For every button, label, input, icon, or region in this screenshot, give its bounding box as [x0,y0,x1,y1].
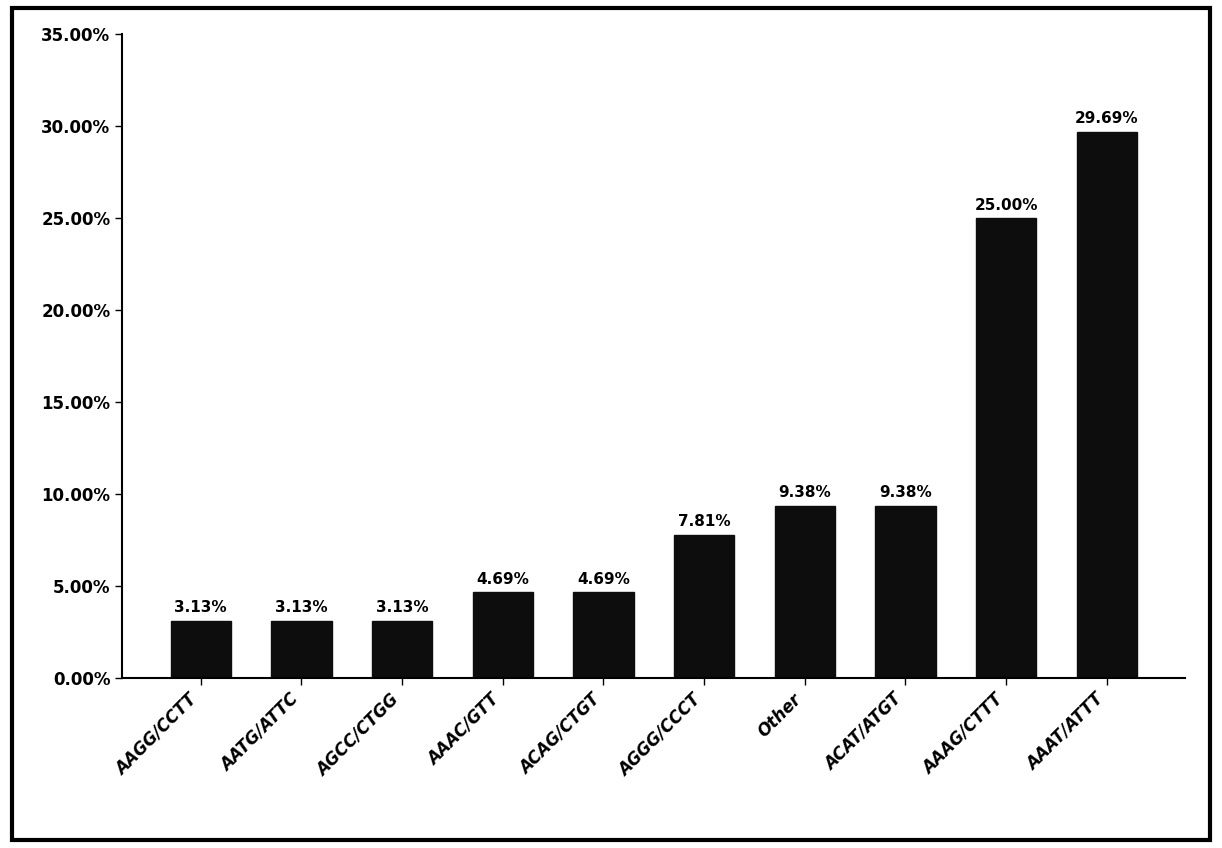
Text: 3.13%: 3.13% [376,600,429,616]
Text: 9.38%: 9.38% [778,485,831,500]
Bar [976,218,1036,678]
Bar [371,621,433,678]
Bar [573,592,634,678]
Bar [673,534,734,678]
Text: 7.81%: 7.81% [678,514,731,529]
Bar [473,592,533,678]
Text: 9.38%: 9.38% [879,485,932,500]
Bar [271,621,331,678]
Text: 4.69%: 4.69% [477,572,529,587]
Text: 29.69%: 29.69% [1075,111,1139,126]
Bar [875,505,936,678]
Text: 4.69%: 4.69% [577,572,629,587]
Bar [171,621,231,678]
Bar [775,505,835,678]
Text: 25.00%: 25.00% [974,198,1037,213]
Bar [1077,131,1136,678]
Text: 3.13%: 3.13% [275,600,327,616]
Text: 3.13%: 3.13% [175,600,227,616]
